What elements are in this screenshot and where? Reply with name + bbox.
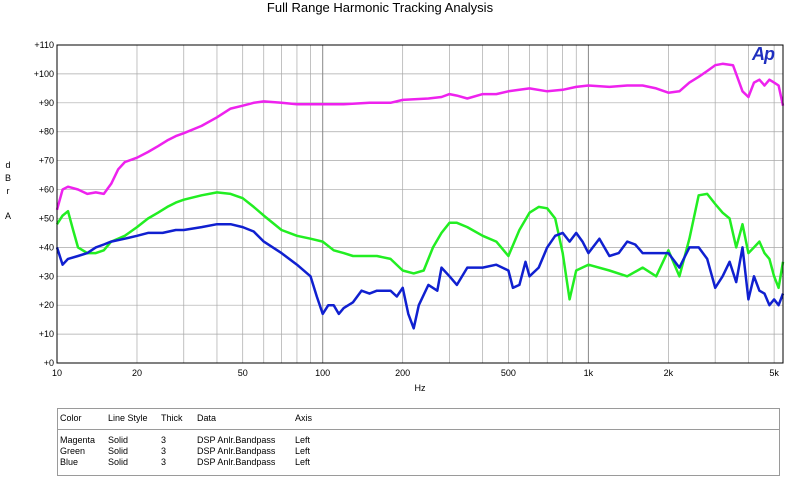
y-tick-label: +70 [39, 156, 54, 166]
x-tick-label: 200 [395, 368, 410, 378]
harmonic-tracking-chart: +0 +10 +20 +30 +40 +50 +60 +70 +80 +90 +100 +110 10… [5, 40, 785, 393]
legend-divider [58, 429, 779, 430]
ap-logo: Ap [752, 44, 775, 64]
x-tick-labels: 10 20 50 100 200 500 1k 2k 5k [52, 368, 779, 378]
x-axis-label: Hz [415, 383, 426, 393]
legend-cell-thick: 3 [161, 435, 167, 445]
y-tick-label: +20 [39, 300, 54, 310]
series-line-blue [55, 222, 785, 330]
legend-cell-axis: Left [295, 446, 311, 456]
y-axis-label: dBr A [5, 160, 11, 221]
chart-title: Full Range Harmonic Tracking Analysis [266, 0, 494, 15]
y-axis-label-char: d [5, 160, 10, 170]
legend-cell-style: Solid [108, 446, 129, 456]
plot-frame [56, 44, 784, 364]
legend-cell-style: Solid [108, 457, 129, 467]
y-tick-labels: +0 +10 +20 +30 +40 +50 +60 +70 +80 +90 +100 +110 [34, 40, 54, 368]
legend-header-color: Color [60, 413, 82, 423]
legend-header-thick: Thick [161, 413, 183, 423]
legend-cell-axis: Left [295, 457, 311, 467]
legend-cell-color: Blue [60, 457, 79, 467]
x-tick-label: 5k [769, 368, 779, 378]
legend-table: Color Line Style Thick Data Axis Magenta… [57, 408, 780, 476]
y-tick-label: +90 [39, 98, 54, 108]
legend-cell-thick: 3 [161, 446, 167, 456]
legend-cell-color: Magenta [60, 435, 96, 445]
y-tick-label: +80 [39, 127, 54, 137]
legend-cell-data: DSP Anlr.Bandpass [197, 435, 276, 445]
legend-cell-thick: 3 [161, 457, 167, 467]
legend-cell-data: DSP Anlr.Bandpass [197, 446, 276, 456]
y-tick-label: +100 [34, 69, 54, 79]
y-tick-label: +110 [34, 40, 54, 50]
series-line-green [55, 191, 785, 301]
x-tick-label: 100 [315, 368, 330, 378]
x-tick-label: 50 [238, 368, 248, 378]
y-tick-label: +40 [39, 242, 54, 252]
legend-row-green: Green Solid 3 DSP Anlr.Bandpass Left [58, 446, 779, 457]
y-tick-label: +60 [39, 185, 54, 195]
x-tick-label: 10 [52, 368, 62, 378]
legend-row-magenta: Magenta Solid 3 DSP Anlr.Bandpass Left [58, 435, 779, 446]
y-axis-label-char: r [7, 186, 10, 196]
y-tick-label: +30 [39, 271, 54, 281]
series-line-magenta [55, 62, 785, 211]
data-series [55, 62, 785, 330]
y-axis-label-char: B [5, 173, 11, 183]
legend-header-data: Data [197, 413, 217, 423]
legend-header-row: Color Line Style Thick Data Axis [58, 413, 779, 424]
legend-cell-axis: Left [295, 435, 311, 445]
y-tick-label: +10 [39, 329, 54, 339]
legend-header-line-style: Line Style [108, 413, 148, 423]
x-tick-label: 20 [132, 368, 142, 378]
x-tick-label: 500 [501, 368, 516, 378]
y-tick-label: +50 [39, 213, 54, 223]
legend-row-blue: Blue Solid 3 DSP Anlr.Bandpass Left [58, 457, 779, 468]
x-tick-label: 1k [584, 368, 594, 378]
y-tick-label: +0 [44, 358, 54, 368]
legend-cell-style: Solid [108, 435, 129, 445]
y-axis-label-char: A [5, 211, 11, 221]
legend-cell-color: Green [60, 446, 86, 456]
x-tick-label: 2k [664, 368, 674, 378]
legend-header-axis: Axis [295, 413, 313, 423]
legend-cell-data: DSP Anlr.Bandpass [197, 457, 276, 467]
